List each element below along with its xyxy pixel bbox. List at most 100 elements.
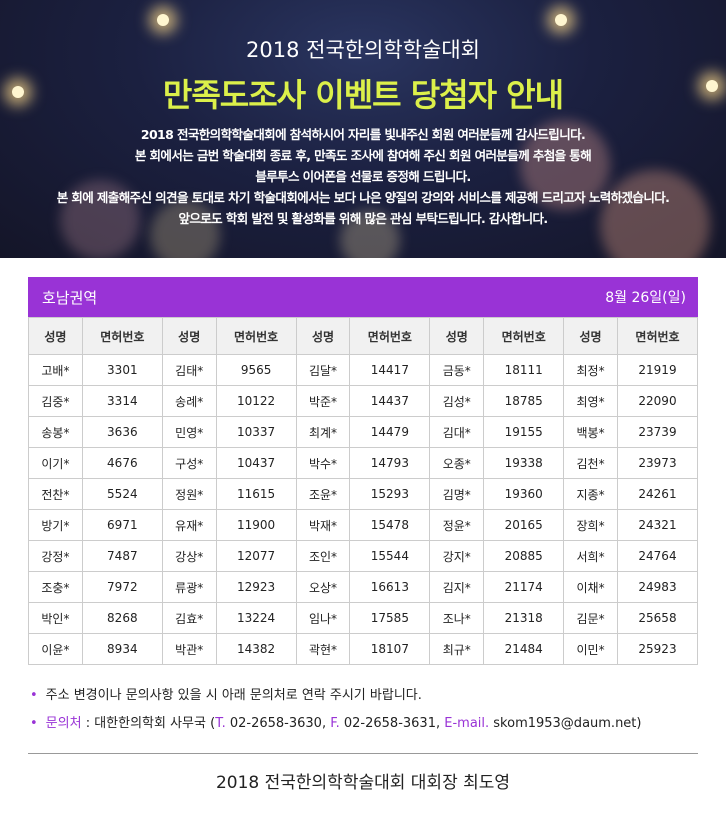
name-cell: 고배* [28, 354, 83, 386]
light-bulb [157, 14, 169, 26]
name-cell: 백봉* [563, 416, 618, 448]
name-cell: 이민* [563, 633, 618, 665]
note-item: • 주소 변경이나 문의사항 있을 시 아래 문의처로 연락 주시기 바랍니다. [30, 682, 641, 710]
license-number-cell: 12077 [215, 540, 297, 572]
license-number-cell: 18111 [483, 354, 565, 386]
license-number-cell: 18785 [483, 385, 565, 417]
column-header: 면허번호 [349, 317, 431, 355]
name-cell: 정원* [161, 478, 217, 510]
license-number-cell: 19338 [483, 447, 565, 479]
bokeh-light [150, 200, 220, 258]
name-cell: 박준* [295, 385, 351, 417]
column-header: 성명 [161, 317, 217, 355]
name-cell: 지종* [563, 478, 618, 510]
name-cell: 정윤* [429, 509, 485, 541]
license-number-cell: 4676 [81, 447, 163, 479]
license-number-cell: 16613 [349, 571, 431, 603]
license-number-cell: 24261 [617, 478, 698, 510]
column-header: 면허번호 [483, 317, 565, 355]
name-cell: 김대* [429, 416, 485, 448]
divider [28, 753, 698, 754]
license-number-cell: 21174 [483, 571, 565, 603]
license-number-cell: 17585 [349, 602, 431, 634]
bullet-icon: • [30, 688, 38, 703]
name-cell: 이기* [28, 447, 83, 479]
license-number-cell: 9565 [215, 354, 297, 386]
intro-line: 본 회에 제출해주신 의견을 토대로 차기 학술대회에서는 보다 나은 양질의 … [56, 190, 670, 205]
license-number-cell: 8934 [81, 633, 163, 665]
license-number-cell: 20885 [483, 540, 565, 572]
table-row: 송봉* 3636 민영* 10337 최계* 14479 김대* 19155 백봉* 23739 [28, 416, 698, 448]
name-cell: 박재* [295, 509, 351, 541]
bokeh-light [600, 170, 710, 258]
table-row: 이윤* 8934 박관* 14382 곽현* 18107 최규* 21484 이민* 25923 [28, 633, 698, 665]
name-cell: 강상* [161, 540, 217, 572]
light-bulb [12, 86, 24, 98]
license-number-cell: 14479 [349, 416, 431, 448]
contact-org: : 대한한의학회 사무국 ( [81, 716, 216, 731]
name-cell: 최영* [563, 385, 618, 417]
intro-line: 본 회에서는 금번 학술대회 종료 후, 만족도 조사에 참여해 주신 회원 여… [134, 148, 592, 163]
name-cell: 김명* [429, 478, 485, 510]
table-row: 김중* 3314 송례* 10122 박준* 14437 김성* 18785 최영* 22090 [28, 385, 698, 417]
region-name: 호남권역 [42, 288, 98, 307]
name-cell: 류광* [161, 571, 217, 603]
name-cell: 김효* [161, 602, 217, 634]
column-header: 면허번호 [215, 317, 297, 355]
name-cell: 임나* [295, 602, 351, 634]
license-number-cell: 14437 [349, 385, 431, 417]
email-label: E-mail. [444, 716, 490, 731]
email-value[interactable]: skom1953@daum.net) [489, 716, 642, 731]
table-row: 강정* 7487 강상* 12077 조인* 15544 강지* 20885 서희* 24764 [28, 540, 698, 572]
license-number-cell: 24764 [617, 540, 698, 572]
name-cell: 민영* [161, 416, 217, 448]
license-number-cell: 25923 [617, 633, 698, 665]
license-number-cell: 19155 [483, 416, 565, 448]
contact-label: 문의처 [45, 716, 82, 731]
phone-label: T. [215, 716, 226, 731]
name-cell: 서희* [563, 540, 618, 572]
table-row: 이기* 4676 구성* 10437 박수* 14793 오종* 19338 김천* 23973 [28, 447, 698, 479]
license-number-cell: 15293 [349, 478, 431, 510]
name-cell: 조윤* [295, 478, 351, 510]
column-header: 면허번호 [81, 317, 163, 355]
note-text: 주소 변경이나 문의사항 있을 시 아래 문의처로 연락 주시기 바랍니다. [45, 688, 422, 703]
license-number-cell: 10337 [215, 416, 297, 448]
name-cell: 김문* [563, 602, 618, 634]
light-bulb [555, 14, 567, 26]
name-cell: 김천* [563, 447, 618, 479]
name-cell: 박수* [295, 447, 351, 479]
name-cell: 최정* [563, 354, 618, 386]
name-cell: 최규* [429, 633, 485, 665]
name-cell: 김지* [429, 571, 485, 603]
license-number-cell: 23973 [617, 447, 698, 479]
name-cell: 송봉* [28, 416, 83, 448]
license-number-cell: 14793 [349, 447, 431, 479]
license-number-cell: 18107 [349, 633, 431, 665]
fax-value: 02-2658-3631, [339, 716, 445, 731]
event-date: 8월 26일(일) [605, 290, 686, 306]
license-number-cell: 3636 [81, 416, 163, 448]
license-number-cell: 6971 [81, 509, 163, 541]
license-number-cell: 22090 [617, 385, 698, 417]
name-cell: 조인* [295, 540, 351, 572]
license-number-cell: 25658 [617, 602, 698, 634]
intro-line: 블루투스 이어폰을 선물로 증정해 드립니다. [255, 169, 471, 184]
license-number-cell: 7487 [81, 540, 163, 572]
bullet-icon: • [30, 716, 38, 731]
table-row: 전찬* 5524 정원* 11615 조윤* 15293 김명* 19360 지종* 24261 [28, 478, 698, 510]
license-number-cell: 11615 [215, 478, 297, 510]
license-number-cell: 19360 [483, 478, 565, 510]
name-cell: 이채* [563, 571, 618, 603]
name-cell: 오종* [429, 447, 485, 479]
name-cell: 곽현* [295, 633, 351, 665]
license-number-cell: 10437 [215, 447, 297, 479]
bokeh-light [520, 120, 610, 210]
name-cell: 전찬* [28, 478, 83, 510]
license-number-cell: 21318 [483, 602, 565, 634]
name-cell: 최계* [295, 416, 351, 448]
column-header: 성명 [295, 317, 351, 355]
license-number-cell: 21484 [483, 633, 565, 665]
license-number-cell: 24983 [617, 571, 698, 603]
license-number-cell: 10122 [215, 385, 297, 417]
